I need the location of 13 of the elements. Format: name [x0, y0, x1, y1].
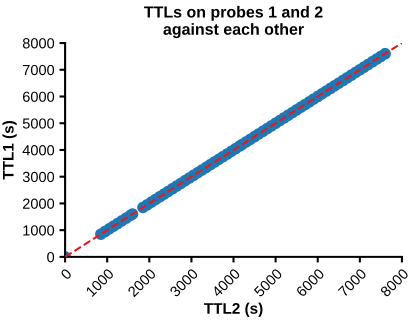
x-tick-label: 0 [60, 268, 72, 280]
y-tick-label: 0 [47, 252, 54, 262]
y-tick-label: 8000 [22, 38, 54, 48]
y-tick-label: 4000 [22, 145, 54, 156]
x-axis-title: TTL2 (s) [204, 302, 262, 317]
y-tick-label: 5000 [22, 118, 54, 129]
y-tick-label: 3000 [22, 172, 54, 182]
y-tick-label: 6000 [22, 92, 54, 102]
y-axis-title: TTL1 (s) [2, 121, 17, 180]
y-tick-label: 1000 [23, 225, 54, 236]
y-tick-label: 2000 [22, 198, 54, 209]
y-tick-label: 7000 [22, 64, 54, 76]
chart-title: TTLs on probes 1 and 2 against each other [144, 6, 323, 38]
